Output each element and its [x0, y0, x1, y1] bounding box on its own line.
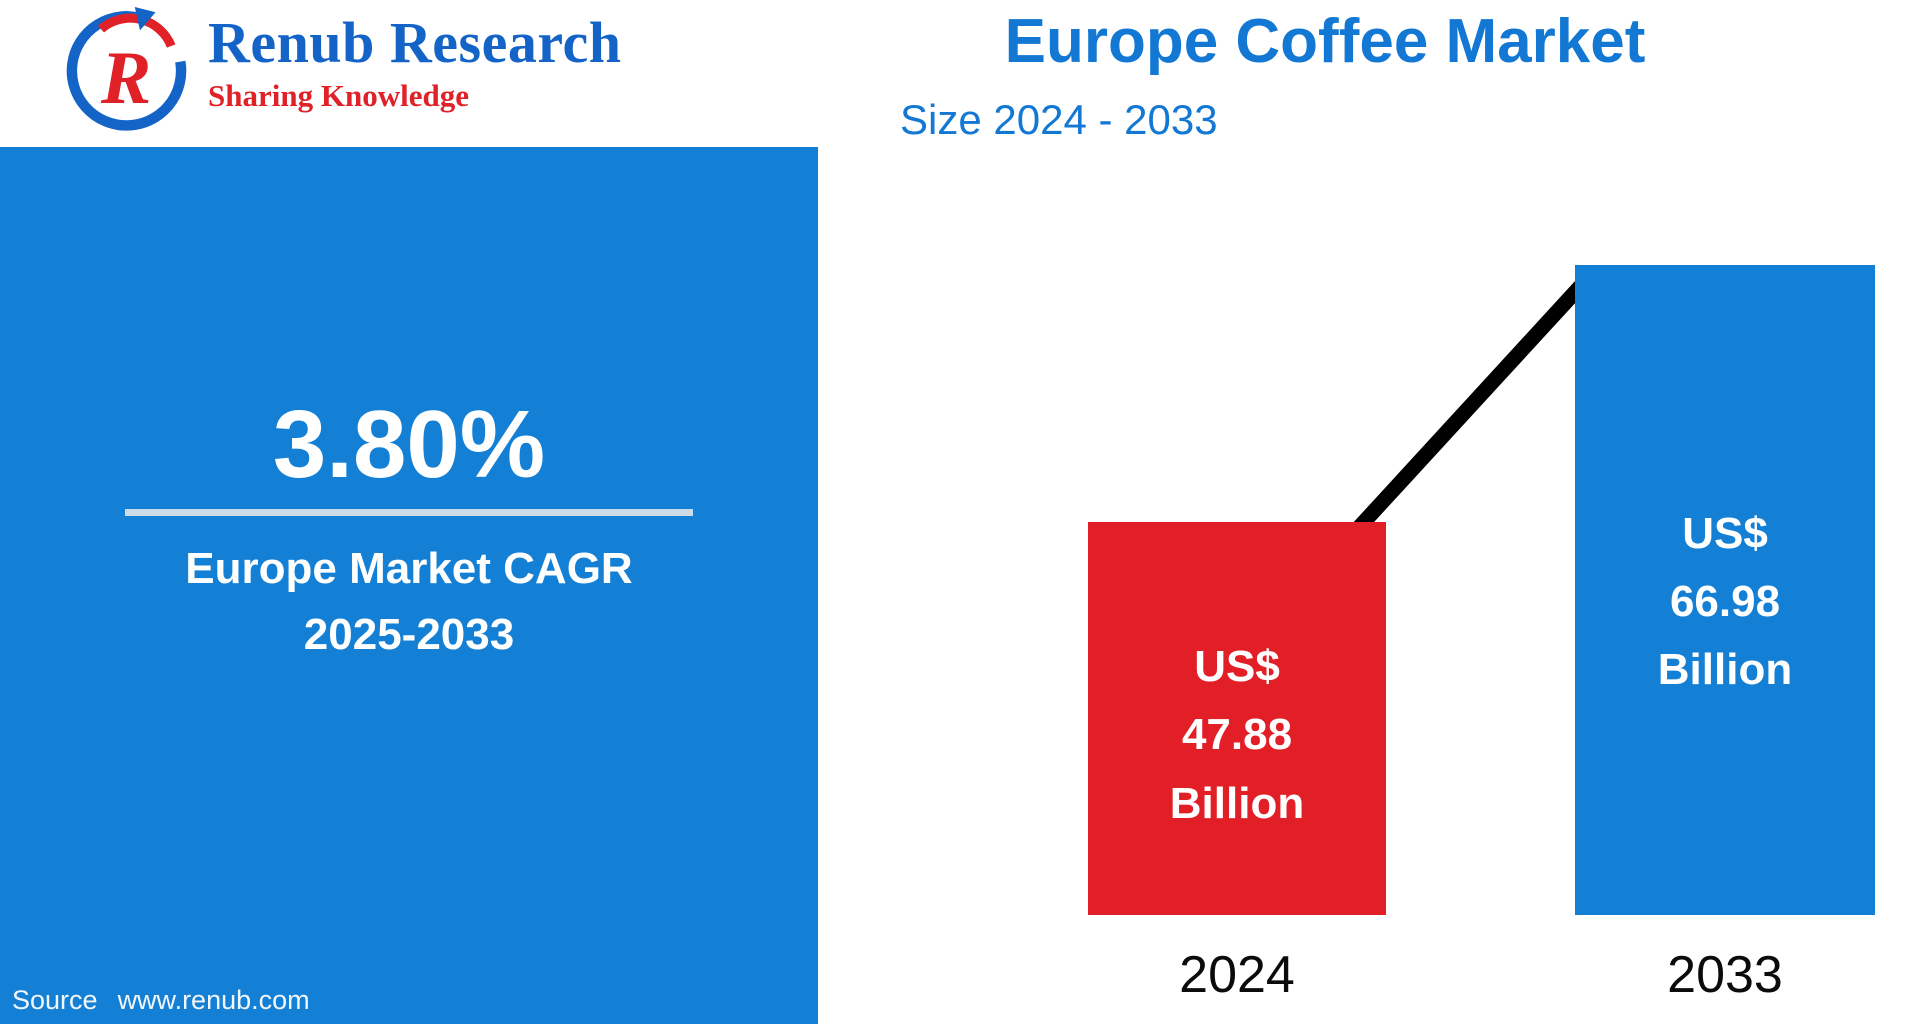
bar-2033-value-line: 66.98 — [1669, 576, 1781, 626]
brand-tagline: Sharing Knowledge — [208, 78, 469, 113]
source-url: www.renub.com — [117, 985, 310, 1015]
svg-text:R: R — [100, 37, 151, 120]
renub-logo-icon: R — [66, 7, 187, 131]
category-label-2024: 2024 — [1179, 946, 1295, 1004]
category-label-2033: 2033 — [1667, 946, 1783, 1004]
bar-2024-value-line: US$ — [1194, 642, 1280, 692]
chart-title: Europe Coffee Market — [1004, 7, 1646, 76]
cagr-panel: 3.80% Europe Market CAGR 2025-2033 Sourc… — [0, 147, 818, 1024]
logo-text: Renub Research Sharing Knowledge — [208, 6, 622, 114]
bar-2033-value-line: Billion — [1657, 645, 1793, 695]
brand-name: Renub Research — [208, 10, 622, 75]
bar-2033-value-line: US$ — [1682, 508, 1768, 558]
source-note: Source www.renub.com — [12, 985, 310, 1016]
source-label: Source — [12, 985, 98, 1015]
bar-2024-value-line: 47.88 — [1181, 710, 1293, 760]
cagr-value: 3.80% — [272, 391, 546, 498]
bar-2024: US$ 47.88 Billion — [1088, 522, 1386, 915]
renub-logo: R Renub Research Sharing Knowledge — [62, 6, 622, 138]
cagr-underline — [125, 509, 693, 516]
bar-2033: US$ 66.98 Billion — [1575, 265, 1875, 915]
cagr-block: 3.80% Europe Market CAGR 2025-2033 — [0, 397, 818, 668]
cagr-years: 2025-2033 — [303, 610, 515, 659]
bar-2024-value-line: Billion — [1169, 778, 1305, 828]
cagr-label: Europe Market CAGR — [185, 544, 633, 593]
chart-subtitle: Size 2024 - 2033 — [900, 96, 1218, 143]
